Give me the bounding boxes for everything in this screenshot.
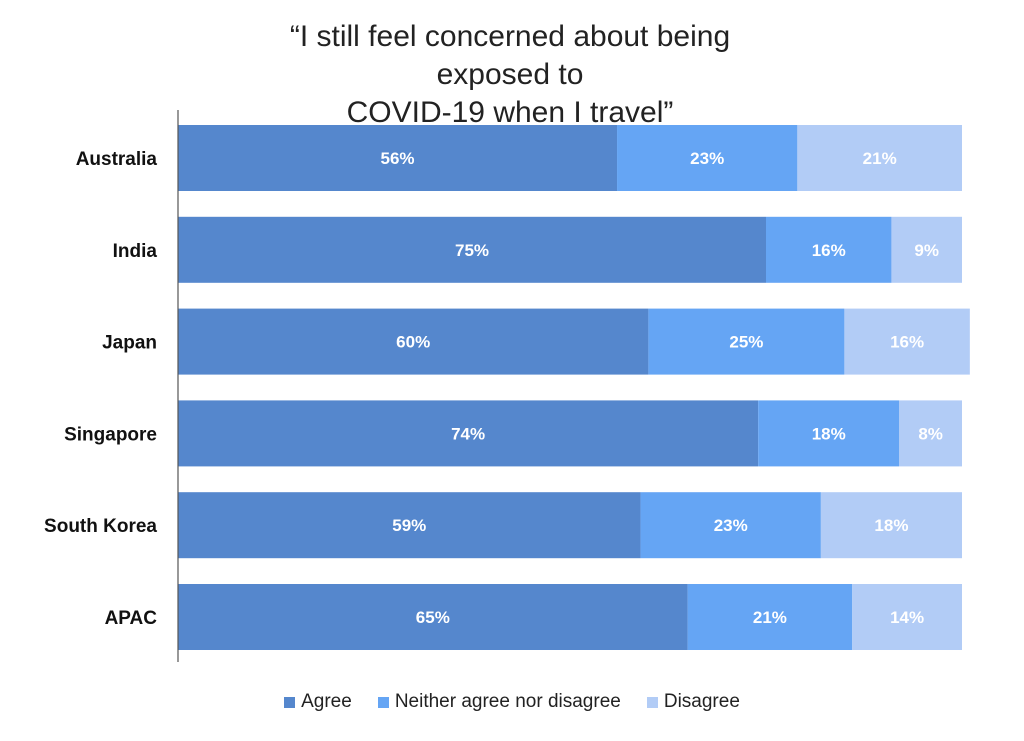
bar-japan-disagree <box>844 308 970 375</box>
data-label-japan-disagree: 16% <box>890 333 924 352</box>
data-label-south-korea-neither-agree-nor-disagree: 23% <box>714 516 748 535</box>
bar-apac-neither-agree-nor-disagree <box>687 584 853 650</box>
data-label-south-korea-agree: 59% <box>392 516 426 535</box>
data-label-australia-disagree: 21% <box>863 149 897 168</box>
category-label-india: India <box>113 241 158 262</box>
legend-label-agree: Agree <box>301 691 352 712</box>
data-label-apac-neither-agree-nor-disagree: 21% <box>753 608 787 627</box>
data-label-singapore-agree: 74% <box>451 424 485 443</box>
data-label-singapore-neither-agree-nor-disagree: 18% <box>812 424 846 443</box>
bar-india-disagree <box>891 216 962 283</box>
bar-south-korea-agree <box>178 492 641 559</box>
data-label-apac-disagree: 14% <box>890 608 924 627</box>
bar-australia-agree <box>178 125 618 191</box>
chart-title-line-2: COVID-19 when I travel” <box>346 96 674 129</box>
bar-apac-agree <box>178 584 688 650</box>
legend-label-disagree: Disagree <box>663 691 740 712</box>
bar-india-agree <box>178 216 766 283</box>
category-label-japan: Japan <box>102 333 157 354</box>
bar-australia-disagree <box>797 125 962 191</box>
data-label-australia-agree: 56% <box>381 149 415 168</box>
data-label-japan-neither-agree-nor-disagree: 25% <box>729 333 763 352</box>
legend-item-neither: Neither agree nor disagree <box>377 691 621 713</box>
data-label-india-disagree: 9% <box>914 241 939 260</box>
bar-singapore-neither-agree-nor-disagree <box>758 400 900 467</box>
legend-swatch-neither <box>377 696 389 708</box>
bar-japan-neither-agree-nor-disagree <box>648 308 845 375</box>
data-label-apac-agree: 65% <box>416 608 450 627</box>
data-label-singapore-disagree: 8% <box>918 424 943 443</box>
bars-group: 56% 23% 21% 75% 16% 9% 60% 25% 16% 74% 18% 8% 59% 23%… <box>178 125 970 650</box>
chart-title: “I still feel concerned about being expo… <box>230 18 790 132</box>
legend-item-disagree: Disagree <box>646 691 740 713</box>
legend-label-neither: Neither agree nor disagree <box>394 691 621 712</box>
legend-swatch-disagree <box>646 696 658 708</box>
legend-swatch-agree <box>284 696 296 708</box>
chart-title-line-1: “I still feel concerned about being expo… <box>289 20 731 91</box>
category-label-south-korea: South Korea <box>44 516 157 537</box>
data-label-south-korea-disagree: 18% <box>874 516 908 535</box>
legend: Agree Neither agree nor disagree Disagre… <box>0 688 1024 716</box>
legend-item-agree: Agree <box>284 691 352 713</box>
bar-japan-agree <box>178 308 649 375</box>
data-label-india-agree: 75% <box>455 241 489 260</box>
category-labels-group: Australia India Japan Singapore South Korea A… <box>44 149 157 629</box>
category-label-australia: Australia <box>76 149 158 170</box>
bar-singapore-disagree <box>899 400 962 467</box>
bar-apac-disagree <box>852 584 962 650</box>
bar-australia-neither-agree-nor-disagree <box>617 125 798 191</box>
bar-singapore-agree <box>178 400 759 467</box>
category-label-singapore: Singapore <box>64 424 157 445</box>
category-label-apac: APAC <box>105 608 158 629</box>
data-label-australia-neither-agree-nor-disagree: 23% <box>690 149 724 168</box>
bar-india-neither-agree-nor-disagree <box>766 216 892 283</box>
data-label-india-neither-agree-nor-disagree: 16% <box>812 241 846 260</box>
bar-south-korea-neither-agree-nor-disagree <box>640 492 821 559</box>
data-label-japan-agree: 60% <box>396 333 430 352</box>
bar-south-korea-disagree <box>820 492 962 559</box>
